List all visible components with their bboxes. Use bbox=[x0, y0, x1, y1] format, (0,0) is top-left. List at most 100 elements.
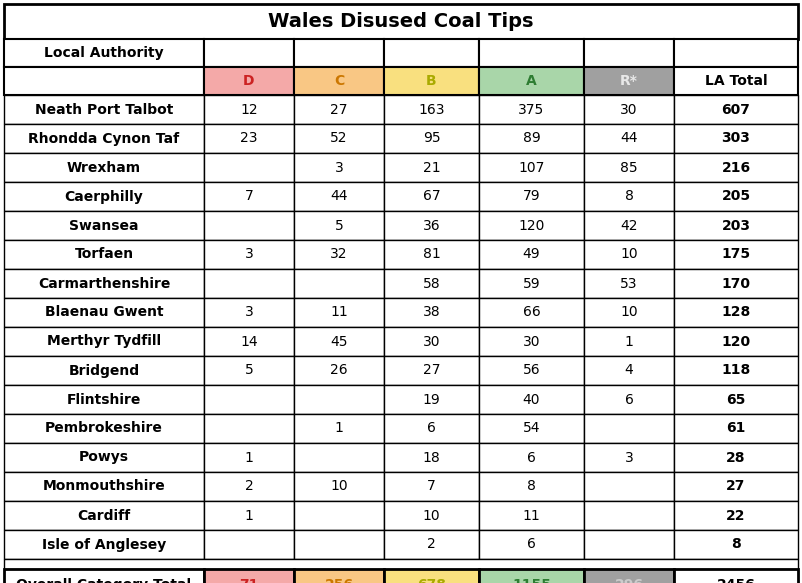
Bar bbox=[4, 501, 204, 530]
Text: 375: 375 bbox=[518, 103, 545, 117]
Bar bbox=[204, 298, 294, 327]
Text: 216: 216 bbox=[722, 160, 751, 174]
Bar bbox=[584, 182, 674, 211]
Text: 18: 18 bbox=[423, 451, 440, 465]
Text: 21: 21 bbox=[423, 160, 440, 174]
Text: 27: 27 bbox=[423, 363, 440, 378]
Text: 1: 1 bbox=[245, 508, 253, 522]
Bar bbox=[384, 385, 479, 414]
Text: Torfaen: Torfaen bbox=[75, 248, 134, 262]
Bar bbox=[479, 501, 584, 530]
Text: 40: 40 bbox=[523, 392, 541, 406]
Text: 1: 1 bbox=[245, 451, 253, 465]
Bar bbox=[674, 153, 798, 182]
Text: 6: 6 bbox=[527, 538, 536, 552]
Bar bbox=[584, 67, 674, 95]
Bar bbox=[384, 501, 479, 530]
Text: 58: 58 bbox=[423, 276, 440, 290]
Text: 89: 89 bbox=[523, 132, 541, 146]
Bar bbox=[479, 67, 584, 95]
Text: 53: 53 bbox=[620, 276, 638, 290]
Bar bbox=[674, 269, 798, 298]
Bar bbox=[479, 95, 584, 124]
Text: 66: 66 bbox=[523, 305, 541, 319]
Text: 107: 107 bbox=[518, 160, 545, 174]
Text: 22: 22 bbox=[727, 508, 746, 522]
Text: 95: 95 bbox=[423, 132, 440, 146]
Bar bbox=[294, 385, 384, 414]
Text: 38: 38 bbox=[423, 305, 440, 319]
Bar bbox=[294, 182, 384, 211]
Text: A: A bbox=[526, 74, 537, 88]
Text: 11: 11 bbox=[330, 305, 348, 319]
Bar bbox=[674, 443, 798, 472]
Text: 12: 12 bbox=[240, 103, 257, 117]
Bar bbox=[674, 211, 798, 240]
Text: Flintshire: Flintshire bbox=[67, 392, 141, 406]
Bar bbox=[384, 269, 479, 298]
Bar bbox=[479, 298, 584, 327]
Bar bbox=[384, 443, 479, 472]
Bar bbox=[384, 39, 479, 67]
Bar bbox=[479, 39, 584, 67]
Bar bbox=[384, 356, 479, 385]
Bar bbox=[294, 240, 384, 269]
Text: 44: 44 bbox=[620, 132, 638, 146]
Bar bbox=[384, 95, 479, 124]
Bar bbox=[204, 385, 294, 414]
Bar bbox=[384, 124, 479, 153]
Bar bbox=[4, 385, 204, 414]
Bar bbox=[4, 443, 204, 472]
Text: 11: 11 bbox=[523, 508, 541, 522]
Bar bbox=[674, 240, 798, 269]
Bar bbox=[294, 472, 384, 501]
Text: 678: 678 bbox=[417, 578, 446, 583]
Bar bbox=[479, 269, 584, 298]
Bar bbox=[4, 414, 204, 443]
Bar bbox=[4, 211, 204, 240]
Text: 205: 205 bbox=[722, 189, 751, 203]
Text: 3: 3 bbox=[334, 160, 343, 174]
Text: 28: 28 bbox=[727, 451, 746, 465]
Bar bbox=[4, 472, 204, 501]
Text: 27: 27 bbox=[330, 103, 348, 117]
Bar bbox=[584, 124, 674, 153]
Text: 85: 85 bbox=[620, 160, 638, 174]
Bar bbox=[384, 211, 479, 240]
Text: 5: 5 bbox=[245, 363, 253, 378]
Bar bbox=[384, 327, 479, 356]
Text: Neath Port Talbot: Neath Port Talbot bbox=[34, 103, 173, 117]
Text: 10: 10 bbox=[620, 305, 638, 319]
Bar bbox=[294, 443, 384, 472]
Bar bbox=[674, 472, 798, 501]
Bar bbox=[204, 414, 294, 443]
Text: 120: 120 bbox=[722, 335, 751, 349]
Bar bbox=[674, 182, 798, 211]
Text: Swansea: Swansea bbox=[69, 219, 139, 233]
Bar bbox=[584, 240, 674, 269]
Bar bbox=[479, 472, 584, 501]
Bar bbox=[204, 443, 294, 472]
Text: 19: 19 bbox=[423, 392, 440, 406]
Text: C: C bbox=[334, 74, 344, 88]
Text: 71: 71 bbox=[239, 578, 259, 583]
Bar bbox=[294, 67, 384, 95]
Bar bbox=[384, 472, 479, 501]
Text: 170: 170 bbox=[722, 276, 751, 290]
Text: 26: 26 bbox=[330, 363, 348, 378]
Bar bbox=[384, 67, 479, 95]
Bar bbox=[584, 39, 674, 67]
Bar bbox=[384, 414, 479, 443]
Bar bbox=[479, 385, 584, 414]
Text: 7: 7 bbox=[245, 189, 253, 203]
Bar bbox=[674, 501, 798, 530]
Text: 59: 59 bbox=[523, 276, 541, 290]
Bar bbox=[204, 501, 294, 530]
Bar bbox=[584, 327, 674, 356]
Text: Isle of Anglesey: Isle of Anglesey bbox=[42, 538, 166, 552]
Text: LA Total: LA Total bbox=[705, 74, 768, 88]
Bar bbox=[294, 153, 384, 182]
Bar bbox=[674, 39, 798, 67]
Text: 81: 81 bbox=[423, 248, 440, 262]
Bar bbox=[204, 356, 294, 385]
